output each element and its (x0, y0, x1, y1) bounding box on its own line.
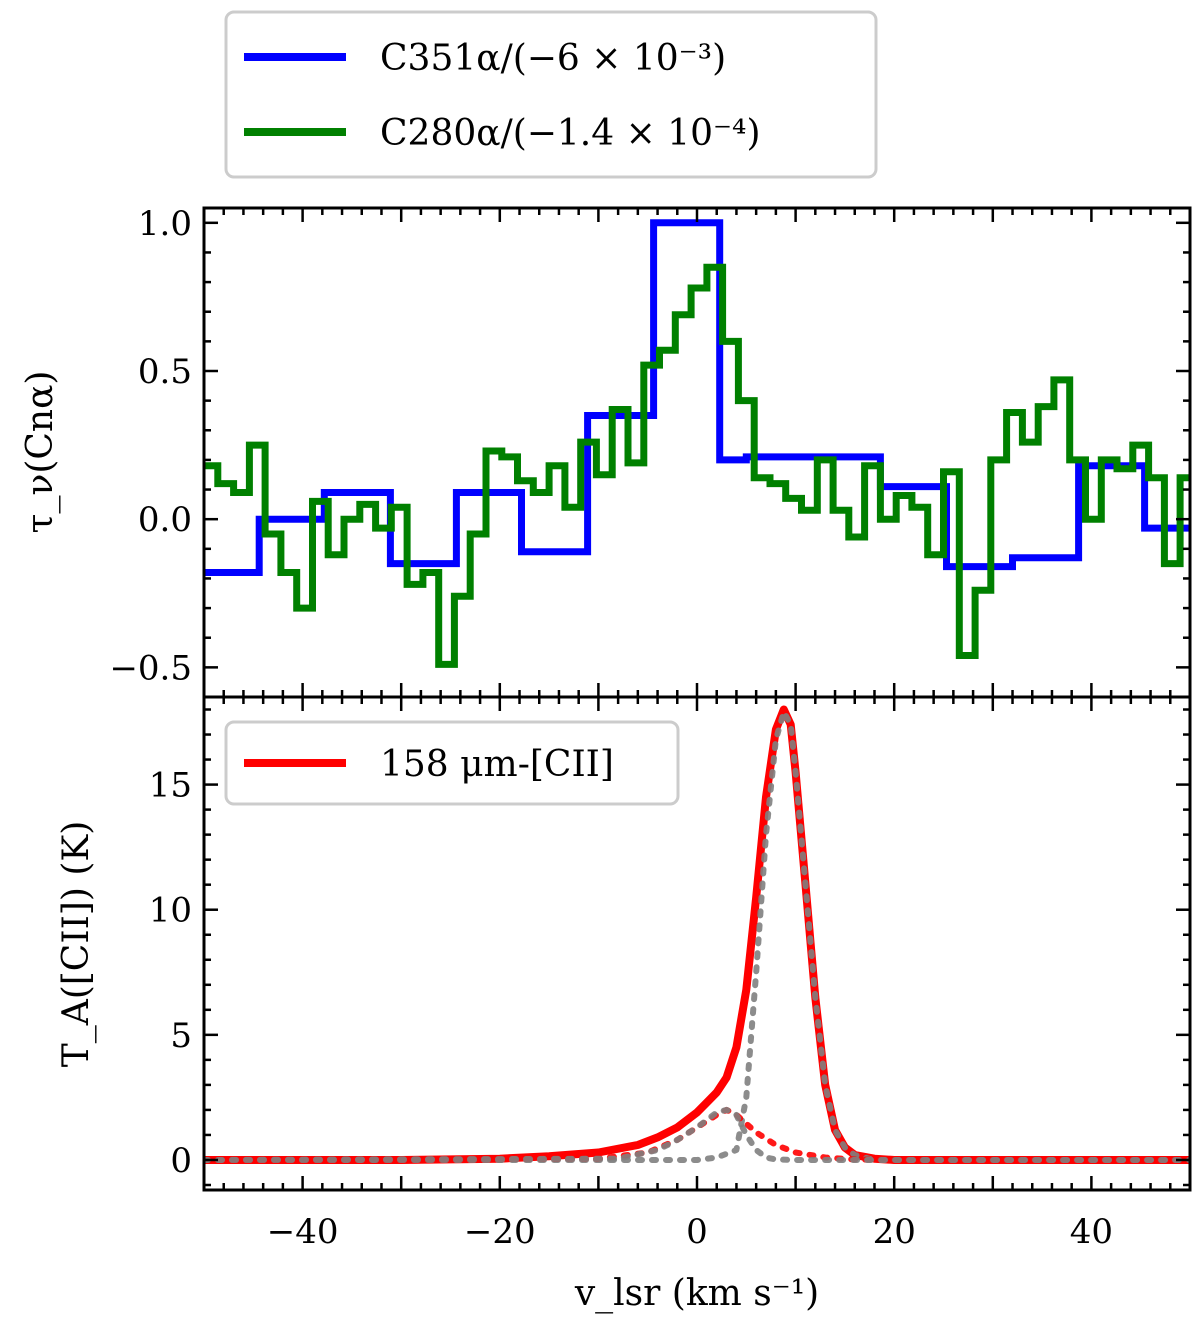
legend-label-c351: C351α/(−6 × 10⁻³) (380, 38, 726, 79)
top-ylabel: τ_ν(Cnα) (20, 371, 61, 534)
top-legend: C351α/(−6 × 10⁻³) C280α/(−1.4 × 10⁻⁴) (224, 10, 878, 179)
bottom-legend: 158 μm-[CII] (224, 720, 680, 806)
top-ticks: −0.5 0.0 0.5 1.0 (109, 204, 1192, 697)
bottom-legend-frame (224, 720, 680, 806)
y-tick-label: 0 (170, 1141, 192, 1181)
top-legend-frame (224, 10, 878, 179)
bottom-axes-frame (202, 695, 1192, 1192)
series-line-c351 (204, 219, 1190, 576)
x-tick-label: −40 (267, 1212, 339, 1252)
y-tick-label: 10 (149, 891, 192, 931)
x-tick-label: 40 (1070, 1212, 1113, 1252)
series-line-c280 (204, 263, 1190, 668)
top-panel: −0.5 0.0 0.5 1.0 τ_ν(Cnα) (20, 204, 1192, 699)
y-tick-label: 1.0 (138, 204, 192, 244)
top-axes-frame (202, 206, 1192, 699)
x-tick-label: 0 (686, 1212, 708, 1252)
y-tick-label: 15 (149, 766, 192, 806)
series-line-cii-3 (204, 1106, 1190, 1163)
legend-label-c280: C280α/(−1.4 × 10⁻⁴) (380, 113, 761, 154)
xlabel: v_lsr (km s⁻¹) (574, 1273, 819, 1314)
y-tick-label: 0.5 (138, 352, 192, 392)
y-tick-label: 0.0 (138, 500, 192, 540)
bottom-series-group (204, 705, 1190, 1164)
bottom-panel: −40 −20 0 20 40 0 5 10 15 T_A([CII]) (K) v_lsr (… (56, 695, 1192, 1314)
series-line-cii-1 (204, 709, 1190, 1163)
y-tick-label: 5 (170, 1016, 192, 1056)
legend-label-cii: 158 μm-[CII] (380, 744, 614, 785)
x-tick-label: 20 (873, 1212, 916, 1252)
bottom-ylabel: T_A([CII]) (K) (56, 821, 97, 1068)
x-tick-label: −20 (464, 1212, 536, 1252)
y-tick-label: −0.5 (109, 648, 192, 688)
top-series-group (204, 219, 1190, 668)
